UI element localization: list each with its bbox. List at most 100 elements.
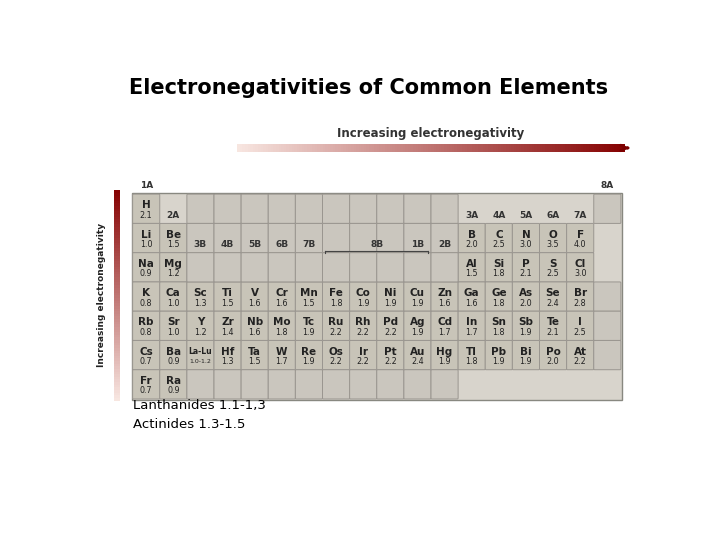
Text: Y: Y [197,318,204,327]
Text: 0.7: 0.7 [140,386,153,395]
Text: 2.0: 2.0 [520,299,532,307]
FancyBboxPatch shape [377,370,404,399]
Text: 1B: 1B [411,240,424,249]
Text: Ir: Ir [359,347,368,356]
Text: 2.2: 2.2 [384,357,397,366]
Text: 2.2: 2.2 [330,357,343,366]
FancyBboxPatch shape [295,194,323,224]
Text: 1.9: 1.9 [384,299,397,307]
FancyBboxPatch shape [323,340,350,370]
FancyBboxPatch shape [485,340,513,370]
FancyBboxPatch shape [241,311,269,340]
Text: 1.6: 1.6 [438,299,451,307]
FancyBboxPatch shape [431,340,458,370]
Text: 2.2: 2.2 [357,328,369,337]
FancyBboxPatch shape [458,340,485,370]
Text: Cu: Cu [410,288,425,298]
Text: Sr: Sr [167,318,179,327]
Text: Be: Be [166,230,181,240]
FancyBboxPatch shape [458,311,485,340]
FancyBboxPatch shape [513,282,539,311]
Text: 2B: 2B [438,240,451,249]
FancyBboxPatch shape [513,340,539,370]
FancyBboxPatch shape [539,253,567,282]
Text: O: O [549,230,557,240]
Text: P: P [522,259,530,269]
FancyBboxPatch shape [323,311,350,340]
Text: Sc: Sc [194,288,207,298]
Text: Se: Se [546,288,560,298]
Text: 0.8: 0.8 [140,299,153,307]
Text: 8B: 8B [370,240,383,249]
Text: 1.5: 1.5 [248,357,261,366]
FancyBboxPatch shape [377,311,404,340]
Text: At: At [574,347,587,356]
Text: 2.2: 2.2 [330,328,343,337]
Text: F: F [577,230,584,240]
Text: 1.8: 1.8 [465,357,478,366]
Text: 1.0: 1.0 [167,299,179,307]
Text: Tc: Tc [303,318,315,327]
FancyBboxPatch shape [431,224,458,253]
FancyBboxPatch shape [160,282,187,311]
Text: Pb: Pb [491,347,506,356]
FancyBboxPatch shape [594,194,621,224]
FancyBboxPatch shape [567,282,594,311]
Text: 1.9: 1.9 [411,328,424,337]
Text: Hg: Hg [436,347,453,356]
FancyBboxPatch shape [241,340,269,370]
FancyBboxPatch shape [431,370,458,399]
FancyBboxPatch shape [160,224,187,253]
Text: Ra: Ra [166,376,181,386]
Text: Ge: Ge [491,288,507,298]
FancyBboxPatch shape [323,194,350,224]
FancyBboxPatch shape [404,224,431,253]
FancyBboxPatch shape [431,253,458,282]
FancyBboxPatch shape [187,253,214,282]
Text: Mo: Mo [273,318,291,327]
Text: 0.7: 0.7 [140,357,153,366]
FancyBboxPatch shape [241,282,269,311]
Text: Mn: Mn [300,288,318,298]
Text: Lanthanides 1.1-1,3
Actinides 1.3-1.5: Lanthanides 1.1-1,3 Actinides 1.3-1.5 [132,399,266,431]
FancyBboxPatch shape [377,340,404,370]
FancyBboxPatch shape [539,340,567,370]
Text: V: V [251,288,258,298]
Bar [132,193,621,400]
FancyBboxPatch shape [269,194,295,224]
Text: 1.9: 1.9 [492,357,505,366]
FancyBboxPatch shape [323,253,350,282]
Text: 1.8: 1.8 [276,328,288,337]
Text: Ti: Ti [222,288,233,298]
Text: 4A: 4A [492,211,505,220]
Text: Rh: Rh [356,318,371,327]
FancyBboxPatch shape [160,370,187,399]
FancyBboxPatch shape [295,282,323,311]
FancyBboxPatch shape [214,340,241,370]
Text: Au: Au [410,347,425,356]
Text: La-Lu: La-Lu [189,347,212,356]
FancyBboxPatch shape [132,253,160,282]
Text: Ca: Ca [166,288,181,298]
FancyBboxPatch shape [214,370,241,399]
FancyBboxPatch shape [485,253,513,282]
FancyBboxPatch shape [567,311,594,340]
FancyBboxPatch shape [132,340,160,370]
Text: Zn: Zn [437,288,452,298]
FancyBboxPatch shape [404,253,431,282]
Text: Sb: Sb [518,318,534,327]
FancyBboxPatch shape [214,282,241,311]
FancyBboxPatch shape [214,311,241,340]
Text: 2.5: 2.5 [492,240,505,249]
Text: C: C [495,230,503,240]
Text: I: I [578,318,582,327]
FancyBboxPatch shape [295,340,323,370]
Text: 2.2: 2.2 [357,357,369,366]
FancyBboxPatch shape [567,224,594,253]
FancyBboxPatch shape [187,311,214,340]
Text: Mg: Mg [164,259,182,269]
FancyBboxPatch shape [539,311,567,340]
FancyBboxPatch shape [350,194,377,224]
Text: 6A: 6A [546,211,559,220]
FancyBboxPatch shape [404,282,431,311]
